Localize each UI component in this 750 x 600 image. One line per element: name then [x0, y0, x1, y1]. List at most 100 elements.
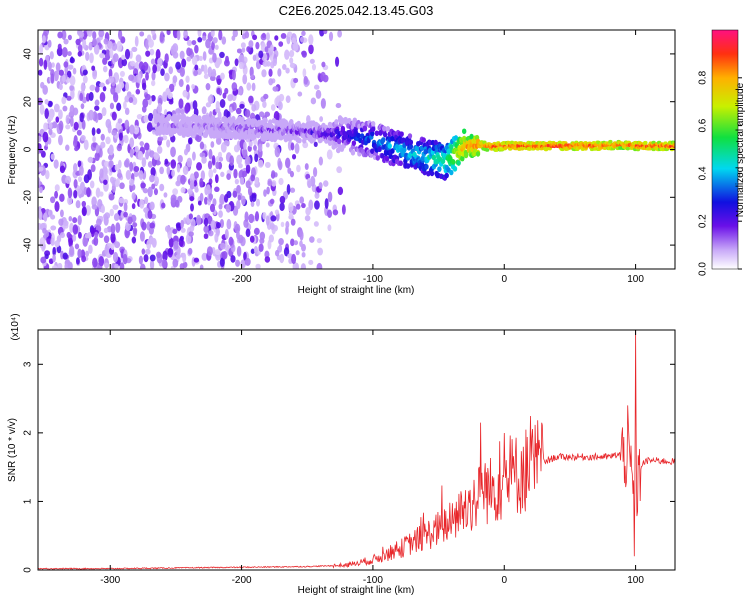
- x-tick-label: 0: [501, 274, 507, 285]
- noise-speckle: [42, 131, 49, 143]
- noise-speckle: [178, 98, 184, 109]
- ridge-cell: [336, 138, 342, 145]
- noise-speckle: [254, 153, 259, 163]
- noise-speckle: [44, 253, 49, 260]
- noise-speckle: [315, 89, 322, 99]
- noise-speckle: [214, 186, 220, 193]
- noise-speckle: [51, 121, 58, 129]
- noise-speckle: [159, 183, 165, 192]
- noise-speckle: [123, 202, 128, 212]
- noise-speckle: [279, 195, 286, 204]
- noise-speckle: [203, 73, 209, 79]
- noise-speckle: [262, 211, 267, 220]
- noise-speckle: [219, 99, 226, 108]
- noise-speckle: [167, 247, 174, 256]
- noise-speckle: [99, 53, 105, 59]
- noise-speckle: [337, 30, 342, 38]
- y-tick-label: 3: [23, 361, 34, 367]
- ridge-cell: [384, 155, 390, 162]
- noise-speckle: [308, 44, 314, 55]
- noise-speckle: [149, 222, 155, 229]
- noise-speckle: [113, 92, 119, 103]
- noise-speckle: [208, 193, 214, 200]
- noise-speckle: [270, 104, 276, 111]
- noise-speckle: [70, 56, 74, 63]
- noise-speckle: [103, 235, 110, 244]
- noise-speckle: [40, 256, 47, 264]
- noise-speckle: [177, 155, 183, 163]
- noise-speckle: [293, 240, 299, 246]
- ridge-cell: [370, 126, 376, 132]
- noise-speckle: [244, 31, 250, 39]
- noise-speckle: [190, 203, 194, 212]
- noise-speckle: [191, 83, 195, 90]
- noise-speckle: [308, 259, 314, 265]
- noise-speckle: [75, 38, 81, 46]
- ridge-cell: [318, 137, 323, 143]
- noise-speckle: [216, 57, 222, 65]
- spectrogram-x-label: Height of straight line (km): [298, 285, 415, 296]
- noise-speckle: [54, 190, 59, 199]
- noise-speckle: [138, 255, 143, 265]
- noise-speckle: [170, 194, 177, 204]
- colorbar-ticks: 0.0 0.2 0.4 0.6 0.8: [698, 70, 742, 276]
- noise-speckle: [103, 160, 110, 168]
- x-tick-label: 100: [627, 575, 644, 586]
- noise-speckle: [99, 168, 104, 179]
- noise-speckle: [297, 91, 303, 97]
- noise-speckle: [156, 146, 163, 154]
- noise-speckle: [72, 234, 77, 242]
- ridge-cell: [506, 140, 511, 145]
- noise-speckle: [131, 236, 137, 244]
- noise-speckle: [114, 164, 120, 172]
- noise-speckle: [291, 253, 297, 265]
- noise-speckle: [134, 145, 139, 153]
- noise-speckle: [278, 177, 284, 186]
- noise-speckle: [268, 234, 275, 243]
- noise-speckle: [201, 106, 207, 115]
- noise-speckle: [111, 129, 118, 136]
- noise-speckle: [122, 135, 127, 141]
- noise-speckle: [319, 116, 324, 122]
- colorbar-tick-label: 0.0: [698, 262, 709, 276]
- ridge-cell: [166, 114, 172, 120]
- noise-speckle: [58, 120, 64, 132]
- noise-speckle: [327, 191, 333, 203]
- noise-speckle: [138, 170, 144, 181]
- noise-speckle: [250, 74, 255, 80]
- ridge-cell: [370, 148, 375, 154]
- noise-speckle: [314, 200, 320, 210]
- noise-speckle: [320, 71, 326, 82]
- noise-speckle: [103, 227, 109, 234]
- noise-speckle: [313, 84, 320, 90]
- snr-y-multiplier: (x10⁴): [10, 313, 21, 340]
- noise-speckle: [215, 161, 220, 170]
- ridge-cell: [503, 146, 508, 150]
- colorbar-tick-label: 0.8: [698, 70, 709, 84]
- noise-speckle: [61, 96, 67, 105]
- noise-speckle: [317, 247, 324, 256]
- noise-speckle: [252, 54, 257, 61]
- noise-speckle: [94, 152, 100, 162]
- noise-speckle: [271, 170, 276, 176]
- noise-speckle: [175, 61, 182, 70]
- spectrogram-ridge: [154, 113, 675, 181]
- noise-speckle: [130, 60, 136, 67]
- noise-speckle: [175, 108, 182, 114]
- ridge-cell: [663, 141, 668, 145]
- noise-speckle: [112, 53, 119, 62]
- noise-speckle: [219, 193, 225, 205]
- noise-speckle: [124, 95, 130, 103]
- y-tick-label: -20: [23, 190, 34, 205]
- noise-speckle: [107, 40, 113, 49]
- noise-speckle: [139, 199, 145, 209]
- ridge-cell: [625, 146, 631, 151]
- noise-speckle: [176, 163, 181, 173]
- noise-speckle: [185, 84, 190, 92]
- noise-speckle: [254, 176, 259, 185]
- noise-speckle: [147, 210, 153, 220]
- noise-speckle: [255, 263, 261, 269]
- ridge-cell: [643, 141, 648, 145]
- noise-speckle: [192, 151, 196, 161]
- noise-speckle: [237, 194, 242, 201]
